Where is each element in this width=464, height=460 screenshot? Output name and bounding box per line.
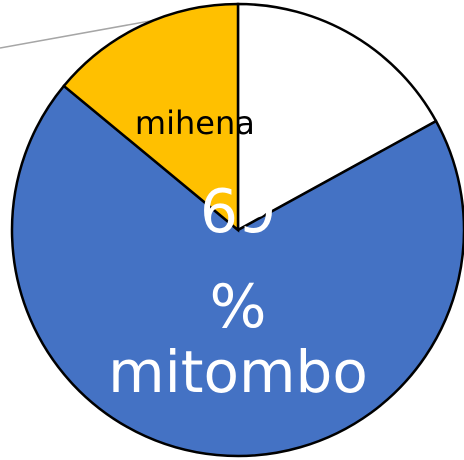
pie-slice: [10, 84, 464, 458]
pie-slice: [62, 2, 240, 233]
data-label: 69%: [200, 177, 276, 342]
category-label: mihena: [135, 104, 255, 142]
category-label: mitombo: [108, 338, 368, 406]
pie-slice: [236, 2, 438, 233]
